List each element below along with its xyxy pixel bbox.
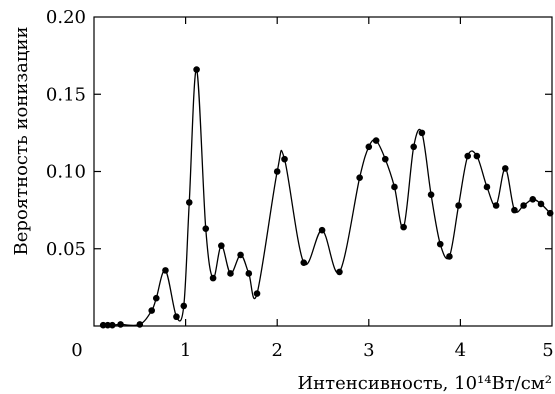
y-tick-label: 0.10 xyxy=(46,162,86,183)
data-point xyxy=(162,267,169,274)
data-point xyxy=(218,242,225,249)
data-point xyxy=(511,206,518,214)
data-point xyxy=(446,253,453,260)
data-point xyxy=(381,155,389,163)
data-point xyxy=(253,290,261,297)
data-point xyxy=(400,223,407,231)
data-point xyxy=(237,251,244,259)
data-point xyxy=(372,137,380,144)
data-point xyxy=(273,168,281,175)
data-point xyxy=(202,225,210,232)
data-point xyxy=(99,321,107,329)
data-point xyxy=(483,183,491,191)
data-point xyxy=(410,143,417,151)
data-point xyxy=(356,174,363,181)
data-point xyxy=(336,268,343,276)
data-point xyxy=(180,302,188,310)
data-point xyxy=(427,191,435,198)
data-point xyxy=(529,196,537,203)
data-point xyxy=(391,183,398,191)
data-point xyxy=(300,259,308,266)
data-points xyxy=(99,66,554,329)
data-point xyxy=(209,274,217,282)
data-point xyxy=(193,66,200,73)
x-tick-label: 2 xyxy=(271,340,282,361)
y-axis-label: Вероятность ионизации xyxy=(11,27,32,256)
x-tick-label: 4 xyxy=(455,340,466,361)
data-point xyxy=(245,270,253,277)
y-tick-label: 0.15 xyxy=(46,84,86,105)
data-point xyxy=(455,202,462,209)
data-point xyxy=(136,321,144,328)
data-point xyxy=(104,321,112,329)
plot-frame xyxy=(93,16,553,327)
data-point xyxy=(365,143,373,151)
data-point xyxy=(117,321,124,328)
y-tick-label: 0.05 xyxy=(46,239,86,260)
x-axis-label: Интенсивность, 10¹⁴Вт/см² xyxy=(297,373,552,394)
x-axis-ticks: 0 1 2 3 4 5 xyxy=(71,17,554,361)
data-point xyxy=(318,226,326,234)
data-point xyxy=(173,313,180,321)
data-point xyxy=(109,321,116,329)
data-point xyxy=(281,155,288,163)
data-point xyxy=(464,152,472,160)
y-axis-ticks: 0.05 0.10 0.15 0.20 xyxy=(46,7,552,260)
x-tick-label: 3 xyxy=(363,340,374,361)
data-point xyxy=(152,294,160,302)
data-point xyxy=(492,202,500,209)
data-point xyxy=(418,129,426,137)
data-point xyxy=(148,307,156,314)
data-point xyxy=(185,199,193,206)
data-point xyxy=(501,165,509,172)
series-curve xyxy=(103,68,551,327)
data-point xyxy=(227,270,234,277)
y-tick-label: 0.20 xyxy=(46,7,86,28)
data-point xyxy=(473,152,481,160)
data-point xyxy=(537,200,545,208)
data-point xyxy=(436,240,444,248)
x-tick-label: 1 xyxy=(180,340,191,361)
x-tick-label: 5 xyxy=(542,340,553,361)
data-point xyxy=(520,202,527,209)
x-tick-label: 0 xyxy=(71,340,82,361)
